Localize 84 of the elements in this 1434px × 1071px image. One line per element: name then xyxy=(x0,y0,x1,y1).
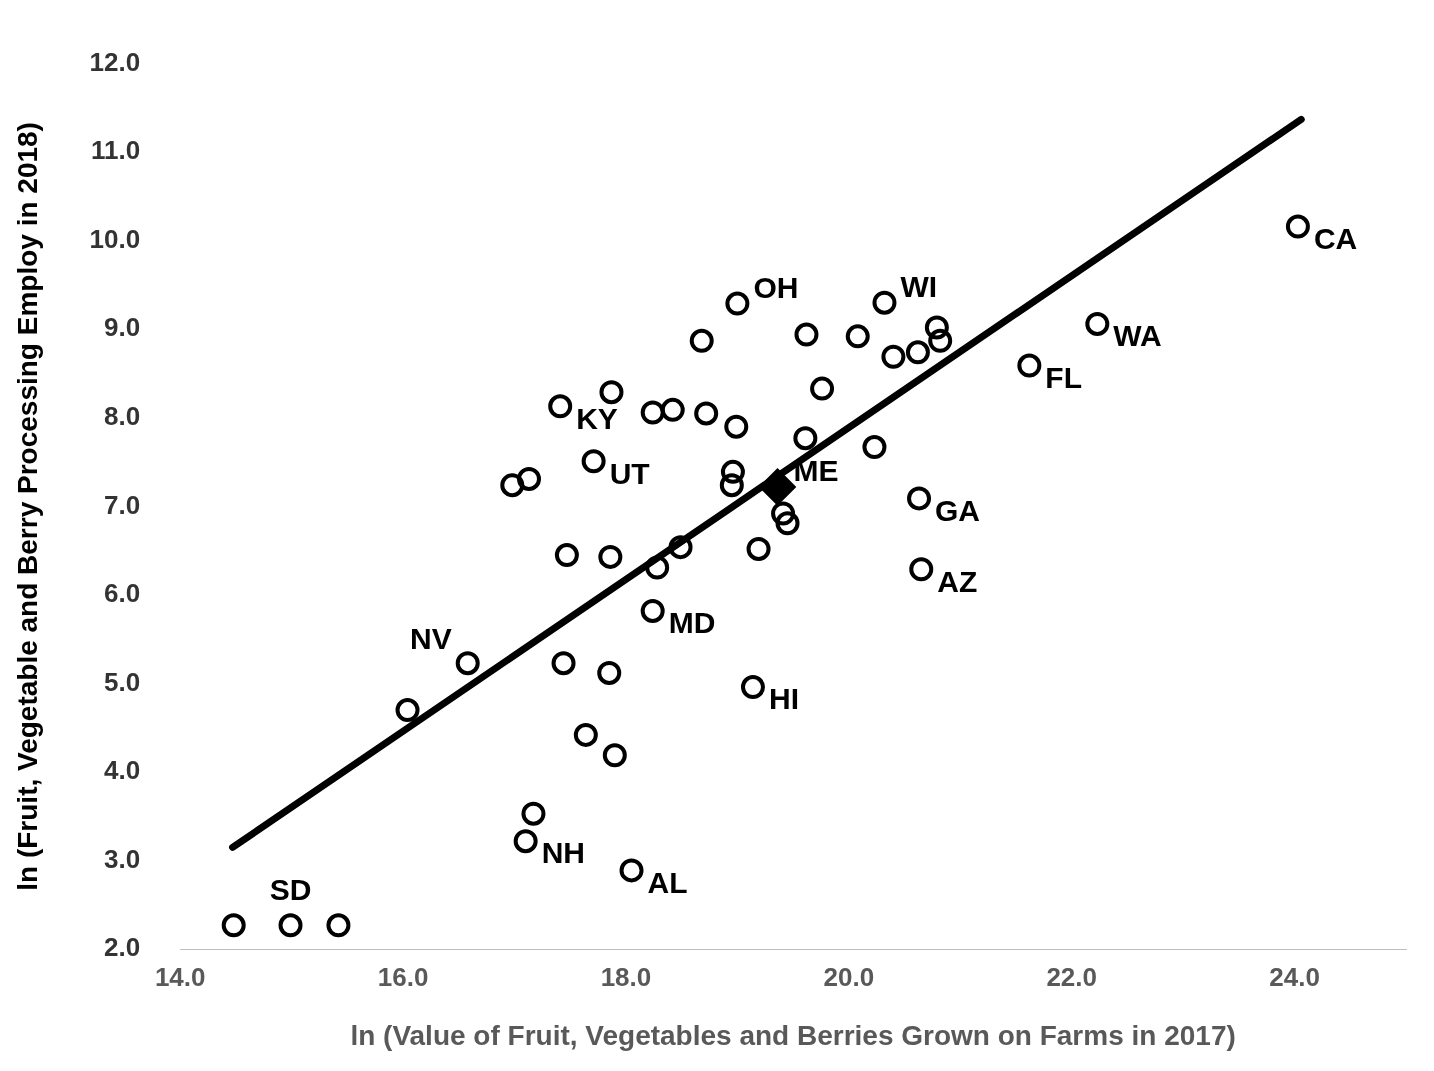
y-axis-title: ln (Fruit, Vegetable and Berry Processing Employ in 2018) xyxy=(11,122,43,891)
annotation: WA xyxy=(1113,319,1162,353)
point xyxy=(881,344,906,369)
point xyxy=(513,829,538,854)
y-tick-label: 9.0 xyxy=(104,312,141,343)
point xyxy=(872,290,897,315)
annotation: NV xyxy=(410,622,452,656)
point xyxy=(548,394,573,419)
point xyxy=(517,466,541,491)
point xyxy=(602,743,627,768)
point xyxy=(554,543,579,568)
point xyxy=(395,698,420,723)
y-tick-label: 3.0 xyxy=(104,843,141,874)
point xyxy=(598,544,623,569)
point xyxy=(909,557,934,582)
point xyxy=(793,426,818,451)
x-tick-label: 16.0 xyxy=(377,961,429,992)
annotation: SD xyxy=(269,872,312,906)
point xyxy=(810,376,835,401)
point xyxy=(794,322,819,347)
x-tick-label: 24.0 xyxy=(1269,961,1320,992)
point xyxy=(924,315,949,340)
annotation: KY xyxy=(576,401,618,435)
point xyxy=(640,598,665,623)
y-tick-label: 8.0 xyxy=(104,401,141,432)
annotation: MD xyxy=(668,606,716,640)
annotation: WI xyxy=(900,269,938,303)
point xyxy=(724,414,749,439)
annotation: GA xyxy=(935,493,981,527)
annotation: NH xyxy=(541,836,585,870)
annotation: OH xyxy=(753,270,799,304)
annotation: AZ xyxy=(937,564,978,598)
point xyxy=(862,435,887,460)
x-tick-label: 22.0 xyxy=(1046,961,1097,992)
point xyxy=(278,913,303,938)
annotation: UT xyxy=(609,456,650,490)
y-tick-label: 11.0 xyxy=(91,135,141,166)
x-tick-label: 20.0 xyxy=(823,961,875,992)
annotation: FL xyxy=(1045,360,1082,394)
x-tick-label: 14.0 xyxy=(154,961,206,992)
point xyxy=(573,722,598,747)
point xyxy=(1285,214,1310,239)
point xyxy=(668,535,693,560)
point xyxy=(221,913,246,938)
point xyxy=(640,400,665,425)
point xyxy=(597,660,622,685)
point xyxy=(719,473,744,498)
point xyxy=(771,501,796,526)
point xyxy=(521,801,546,826)
point xyxy=(581,449,606,474)
point xyxy=(845,324,870,349)
annotation: AL xyxy=(647,865,688,899)
point xyxy=(689,328,714,353)
y-tick-label: 2.0 xyxy=(104,932,141,963)
point xyxy=(905,340,930,365)
y-tick-label: 12.0 xyxy=(89,46,141,77)
point xyxy=(746,536,771,561)
point xyxy=(455,651,480,676)
y-tick-label: 4.0 xyxy=(104,755,141,786)
point xyxy=(928,328,953,353)
point xyxy=(326,913,351,938)
annotation: HI xyxy=(768,682,799,716)
point xyxy=(500,473,525,498)
y-tick-label: 10.0 xyxy=(89,223,141,254)
point xyxy=(551,651,576,676)
annotation: CA xyxy=(1313,221,1358,255)
point xyxy=(599,380,624,405)
x-axis-title: ln (Value of Fruit, Vegetables and Berries Grown on Farms in 2017) xyxy=(350,1019,1236,1051)
y-tick-label: 6.0 xyxy=(104,578,141,609)
point xyxy=(740,675,765,700)
y-tick-label: 7.0 xyxy=(104,489,141,520)
point xyxy=(694,401,719,426)
point xyxy=(660,397,685,422)
point xyxy=(1017,353,1042,378)
point xyxy=(775,511,800,536)
point xyxy=(725,291,750,316)
point xyxy=(907,486,932,511)
point xyxy=(619,858,644,883)
point xyxy=(759,468,796,505)
point xyxy=(720,459,745,484)
x-tick-label: 18.0 xyxy=(600,961,652,992)
point xyxy=(645,555,670,580)
y-tick-label: 5.0 xyxy=(104,666,141,697)
point xyxy=(1085,311,1110,336)
